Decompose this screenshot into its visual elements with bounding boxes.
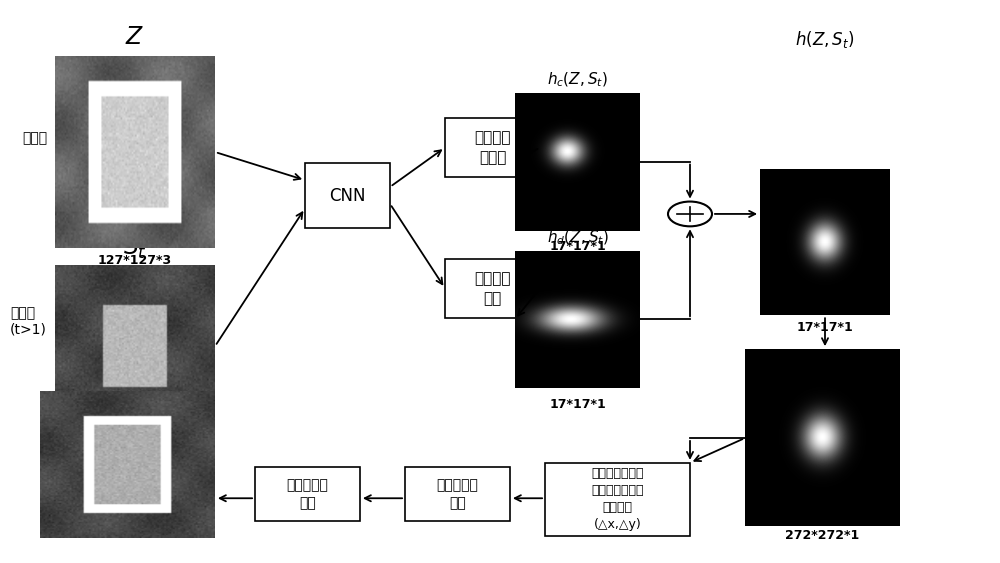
Text: $\mathbf{\mathit{Z}}$: $\mathbf{\mathit{Z}}$ [125, 25, 145, 48]
Text: 更新当前帧
宽高: 更新当前帧 宽高 [287, 478, 328, 510]
Bar [545, 463, 690, 536]
Text: 欧氏距离
度量: 欧氏距离 度量 [474, 271, 511, 306]
Text: $\mathit{h_d}(Z,S_t)$: $\mathit{h_d}(Z,S_t)$ [547, 229, 609, 247]
Text: 后续帧
(t>1): 后续帧 (t>1) [10, 306, 47, 336]
Text: 第一帧: 第一帧 [22, 131, 47, 145]
Text: 更新当前帧
坐标: 更新当前帧 坐标 [437, 478, 478, 510]
Text: 255*255*3: 255*255*3 [98, 434, 172, 447]
Text: 17*17*1: 17*17*1 [550, 397, 606, 411]
Bar [255, 467, 360, 521]
Text: 17*17*1: 17*17*1 [797, 321, 853, 334]
Text: CNN: CNN [329, 187, 366, 204]
Bar [305, 163, 390, 228]
Bar [405, 467, 510, 521]
Text: 272*272*1: 272*272*1 [785, 529, 859, 543]
Text: $\mathit{h_c}(Z,S_t)$: $\mathit{h_c}(Z,S_t)$ [547, 71, 609, 89]
Text: $\mathbf{\mathit{S_t}}$: $\mathbf{\mathit{S_t}}$ [123, 235, 147, 261]
Text: 计算响应图最大
值点和中心点的
相对位移
(△x,△y): 计算响应图最大 值点和中心点的 相对位移 (△x,△y) [591, 467, 644, 531]
Text: 余弦相似
度度量: 余弦相似 度度量 [474, 131, 511, 165]
Text: 17*17*1: 17*17*1 [550, 240, 606, 253]
Text: 127*127*3: 127*127*3 [98, 253, 172, 267]
Bar [445, 118, 540, 177]
Text: $\mathit{h}(Z,S_t)$: $\mathit{h}(Z,S_t)$ [795, 29, 855, 50]
Bar [445, 259, 540, 318]
